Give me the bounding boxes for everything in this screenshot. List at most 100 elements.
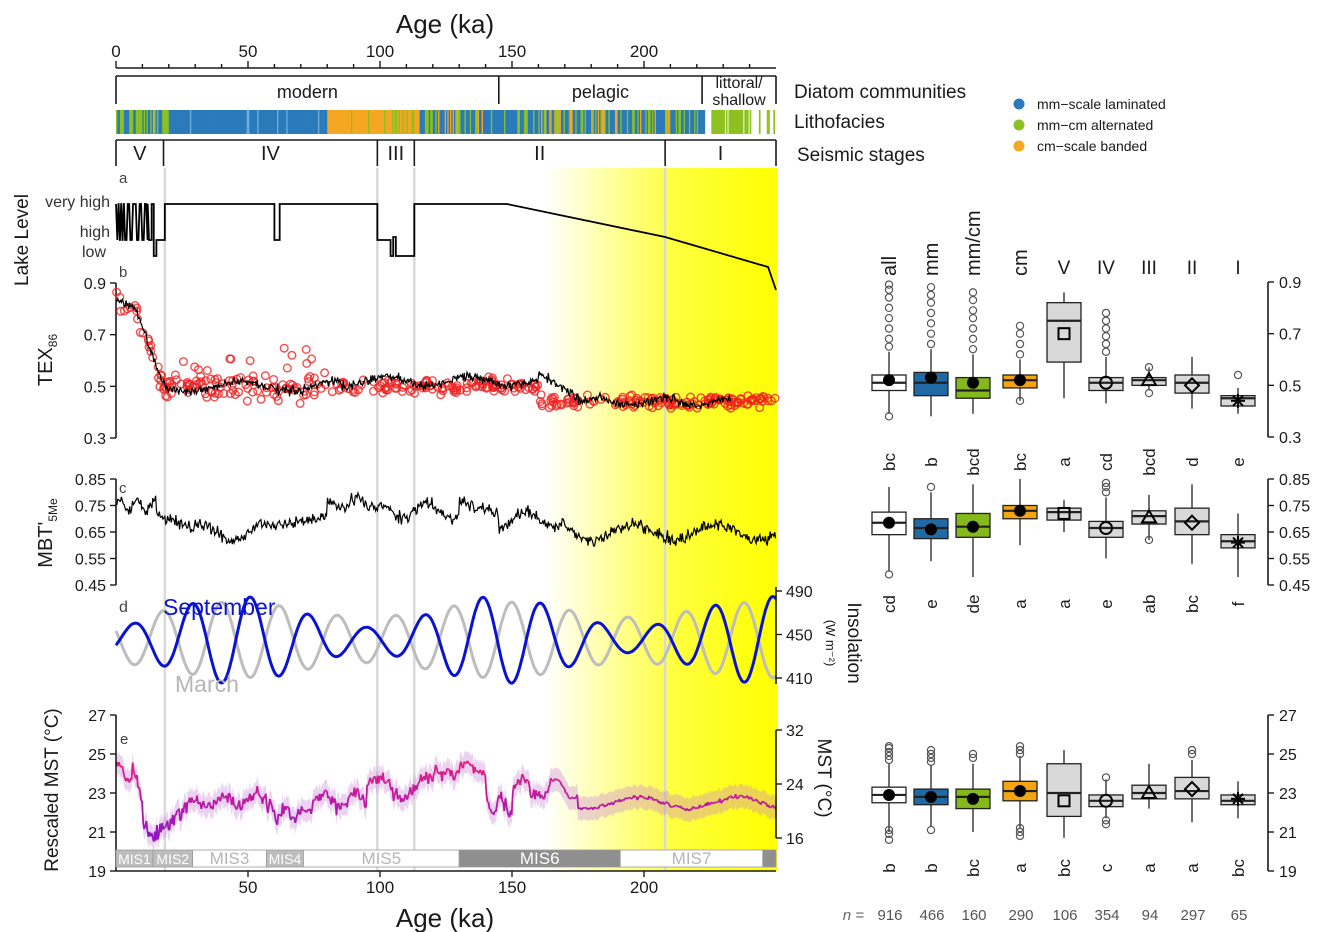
group-header: cm [1010, 249, 1032, 276]
box-outlier [884, 835, 894, 845]
mean-marker [1231, 393, 1245, 408]
lithofacies-segment [682, 110, 684, 134]
lithofacies-segment [461, 110, 464, 134]
lithofacies-segment [191, 110, 193, 134]
mst-left-tick-label: 21 [88, 825, 106, 842]
lithofacies-segment [670, 110, 673, 134]
lithofacies-segment [241, 110, 244, 134]
mst-line-segment [678, 805, 681, 809]
box-outlier [1015, 745, 1025, 755]
lithofacies-segment [134, 110, 137, 134]
sample-count: 297 [1180, 907, 1205, 924]
lithofacies-segment [333, 110, 336, 134]
lithofacies-segment [758, 110, 761, 134]
lithofacies-segment [459, 110, 461, 134]
box-outlier [926, 308, 936, 318]
mst-line-segment [530, 795, 534, 799]
mst-line-segment [605, 803, 609, 807]
tex86-point [153, 373, 163, 383]
lithofacies-segment [719, 110, 721, 134]
lithofacies-segment [275, 110, 278, 134]
mst-line-segment [425, 771, 429, 779]
mis-label: MIS5 [361, 849, 401, 868]
sample-count: 290 [1008, 907, 1033, 924]
mst-line-segment [357, 792, 361, 800]
lithofacies-segment [717, 110, 720, 134]
lithofacies-segment [460, 110, 463, 134]
tex86-point [398, 382, 408, 392]
lithofacies-segment [336, 110, 339, 134]
box-rescaled_mst-2 [955, 749, 991, 832]
box-outlier [1101, 324, 1111, 333]
lithofacies-segment [195, 110, 197, 134]
lithofacies-segment [620, 110, 622, 134]
sample-counts: 916 466 160 290 106 354 94 297 65 [877, 907, 1247, 924]
mst-line-segment [274, 817, 278, 823]
lithofacies-segment [281, 110, 283, 134]
mst-line-segment [760, 801, 763, 805]
mst-axis: 27 25 23 21 19 32 24 16 [88, 708, 804, 881]
lithofacies-segment [160, 110, 163, 134]
lithofacies-segment [228, 110, 230, 134]
mst-line-segment [552, 779, 555, 782]
mst-line-segment [453, 778, 456, 781]
lithofacies-segment [427, 110, 430, 134]
mst-line-segment [312, 799, 315, 802]
top-tick-label: 100 [366, 42, 394, 61]
lithofacies-segment [688, 110, 691, 134]
mis-label: MIS6 [520, 849, 560, 868]
lithofacies-segment [440, 110, 443, 134]
group-header: mm [921, 243, 943, 276]
lithofacies-segment [745, 110, 748, 134]
lithofacies-segment [403, 110, 406, 134]
lithofacies-segment [394, 110, 397, 134]
mst-line-segment [434, 764, 438, 769]
lithofacies-segment [373, 110, 376, 134]
lithofacies-segment [644, 110, 646, 134]
lithofacies-segment [261, 110, 263, 134]
lithofacies-segment [605, 110, 608, 134]
lithofacies-segment [452, 110, 455, 134]
significance-letter: a [1140, 863, 1159, 873]
mst-left-tick-label: 23 [88, 786, 106, 803]
mst-line-segment [576, 794, 580, 810]
box-outlier [1101, 347, 1111, 356]
mst-line-segment [215, 801, 218, 805]
mean-marker [1140, 784, 1158, 799]
box-outlier [968, 344, 978, 354]
box-outlier [884, 324, 894, 333]
lithofacies-segment [700, 110, 703, 134]
lithofacies-segment [669, 110, 671, 134]
lithofacies-segment [496, 110, 498, 134]
lithofacies-segment [303, 110, 306, 134]
mst-line-segment [631, 796, 634, 800]
lithofacies-segment [547, 110, 550, 134]
mst-line-segment [577, 807, 580, 810]
lithofacies-segment [331, 110, 333, 134]
lithofacies-segment [294, 110, 296, 134]
lithofacies-segment [746, 110, 749, 134]
lithofacies-segment [692, 110, 695, 134]
lithofacies-segment [566, 110, 568, 134]
box-outlier [1015, 321, 1025, 331]
mst-line-segment [716, 800, 719, 804]
lithofacies-segment [679, 110, 682, 134]
box-outlier [1101, 332, 1111, 341]
box-rescaled_mst-1 [913, 745, 949, 835]
group-header: II [1187, 258, 1198, 279]
boxplot-tick-label: 23 [1279, 786, 1297, 803]
mst-line-segment [178, 808, 182, 821]
sample-count: 94 [1142, 907, 1159, 924]
lithofacies-segment [435, 110, 438, 134]
mst-line-segment [350, 792, 354, 795]
lithofacies-segment [234, 110, 237, 134]
mst-line-segment [356, 788, 360, 793]
mbt-tick-label: 0.45 [75, 578, 106, 595]
mst-line-segment [131, 762, 135, 772]
lithofacies-segment [399, 110, 402, 134]
lithofacies-segment [497, 110, 500, 134]
lithofacies-segment [731, 110, 733, 134]
box-rescaled_mst-4 [1046, 750, 1082, 838]
significance-letter: bc [1229, 859, 1248, 877]
